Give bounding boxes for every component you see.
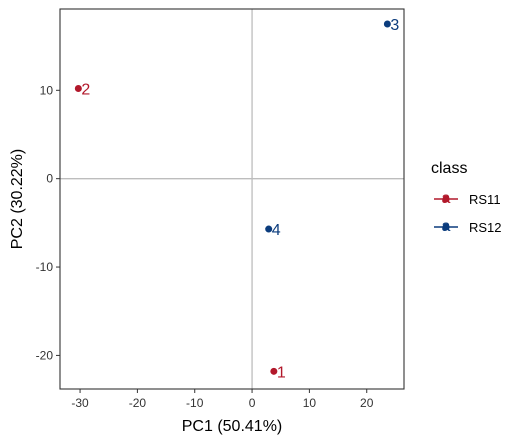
data-point bbox=[270, 367, 278, 375]
y-tick-label: 0 bbox=[46, 172, 53, 186]
x-tick-label: 20 bbox=[360, 396, 374, 410]
legend-label: RS11 bbox=[469, 192, 501, 207]
y-tick-label: 10 bbox=[40, 83, 54, 97]
y-tick-label: -20 bbox=[36, 348, 54, 362]
point-label: 4 bbox=[272, 222, 281, 239]
legend-key-point bbox=[442, 223, 450, 231]
legend-label: RS12 bbox=[469, 220, 502, 235]
legend: class a RS11 a RS12 bbox=[431, 160, 502, 235]
x-tick-label: 0 bbox=[249, 396, 256, 410]
y-axis-title: PC2 (30.22%) bbox=[9, 149, 26, 250]
plot-border bbox=[59, 8, 405, 390]
point-label: 1 bbox=[277, 364, 286, 381]
data-point bbox=[265, 225, 273, 233]
x-tick-label: -30 bbox=[71, 396, 89, 410]
x-tick-label: 10 bbox=[303, 396, 317, 410]
y-tick-label: -10 bbox=[36, 260, 54, 274]
x-tick-label: -20 bbox=[129, 396, 147, 410]
legend-title: class bbox=[431, 160, 467, 177]
legend-key-point bbox=[442, 195, 450, 203]
plot-area: -30 -20 -10 0 10 20 -20 -10 0 10 1 2 3 4 bbox=[36, 8, 405, 410]
point-label: 3 bbox=[390, 17, 399, 34]
x-tick-label: -10 bbox=[186, 396, 204, 410]
data-point bbox=[383, 20, 391, 28]
point-label: 2 bbox=[81, 82, 90, 99]
x-axis-title: PC1 (50.41%) bbox=[182, 418, 283, 435]
data-point bbox=[74, 85, 82, 93]
legend-key-glyph: a bbox=[442, 190, 451, 207]
legend-key-glyph: a bbox=[442, 218, 451, 235]
